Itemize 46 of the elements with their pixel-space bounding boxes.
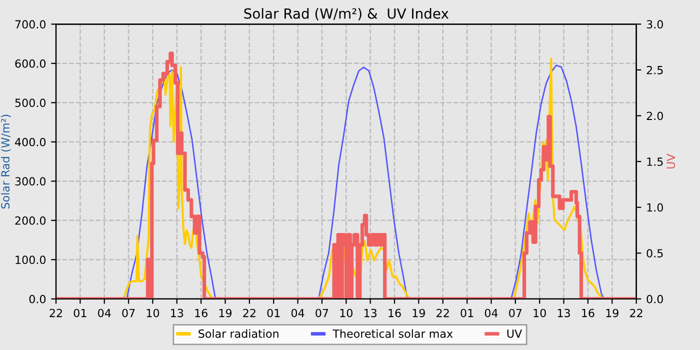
y2-tick-label: 2.0 — [646, 112, 663, 120]
y2-tick-label: 0.5 — [646, 249, 663, 258]
y2-tick-label: 2.5 — [646, 66, 663, 74]
x-tick-label: 16 — [388, 308, 401, 318]
x-tick-label: 10 — [340, 308, 352, 318]
x-tick-label: 22 — [243, 308, 256, 318]
y-tick-label: 500.0 — [15, 98, 46, 108]
x-tick-label: 10 — [146, 308, 160, 318]
x-tick-label: 19 — [412, 308, 425, 318]
x-tick-label: 16 — [582, 308, 594, 318]
y-tick-label: 400.0 — [15, 138, 46, 146]
y2-tick-label: 1.0 — [647, 203, 663, 212]
x-tick-label: 04 — [484, 308, 498, 318]
y-tick-label: 700.0 — [15, 20, 46, 29]
x-tick-label: 07 — [509, 308, 522, 318]
y-axis-title: Solar Rad (W/m²) — [0, 114, 11, 208]
legend-label: Theoretical solar max — [332, 329, 453, 338]
y2-tick-label: 0.0 — [646, 294, 663, 304]
x-tick-label: 13 — [364, 308, 377, 318]
y-tick-label: 600.0 — [15, 59, 46, 68]
y2-tick-label: 1.5 — [647, 158, 663, 166]
x-tick-label: 16 — [195, 308, 208, 318]
x-tick-label: 04 — [291, 308, 304, 318]
y2-axis-title: UV — [666, 154, 676, 168]
x-tick-label: 01 — [460, 308, 474, 318]
x-tick-label: 07 — [316, 308, 328, 318]
chart-title: Solar Rad (W/m²) & UV Index — [244, 8, 449, 20]
x-tick-label: 13 — [558, 308, 570, 318]
x-tick-label: 19 — [219, 308, 232, 318]
x-tick-label: 22 — [436, 308, 449, 318]
x-tick-label: 22 — [50, 308, 62, 318]
x-tick-label: 07 — [122, 308, 135, 318]
x-tick-label: 04 — [98, 308, 111, 318]
legend-label: Solar radiation — [198, 329, 278, 338]
y-tick-label: 200.0 — [15, 216, 46, 225]
y2-tick-label: 3.0 — [646, 20, 663, 29]
legend-label: UV — [507, 330, 522, 338]
x-tick-label: 19 — [606, 308, 618, 318]
x-tick-label: 22 — [630, 308, 642, 318]
y-tick-label: 100.0 — [16, 256, 46, 264]
x-tick-label: 01 — [74, 308, 86, 318]
x-tick-label: 13 — [171, 308, 184, 318]
y-tick-label: 300.0 — [15, 177, 46, 186]
x-tick-label: 01 — [267, 308, 280, 318]
y-tick-label: 0.0 — [29, 294, 46, 304]
x-tick-label: 10 — [534, 308, 546, 318]
